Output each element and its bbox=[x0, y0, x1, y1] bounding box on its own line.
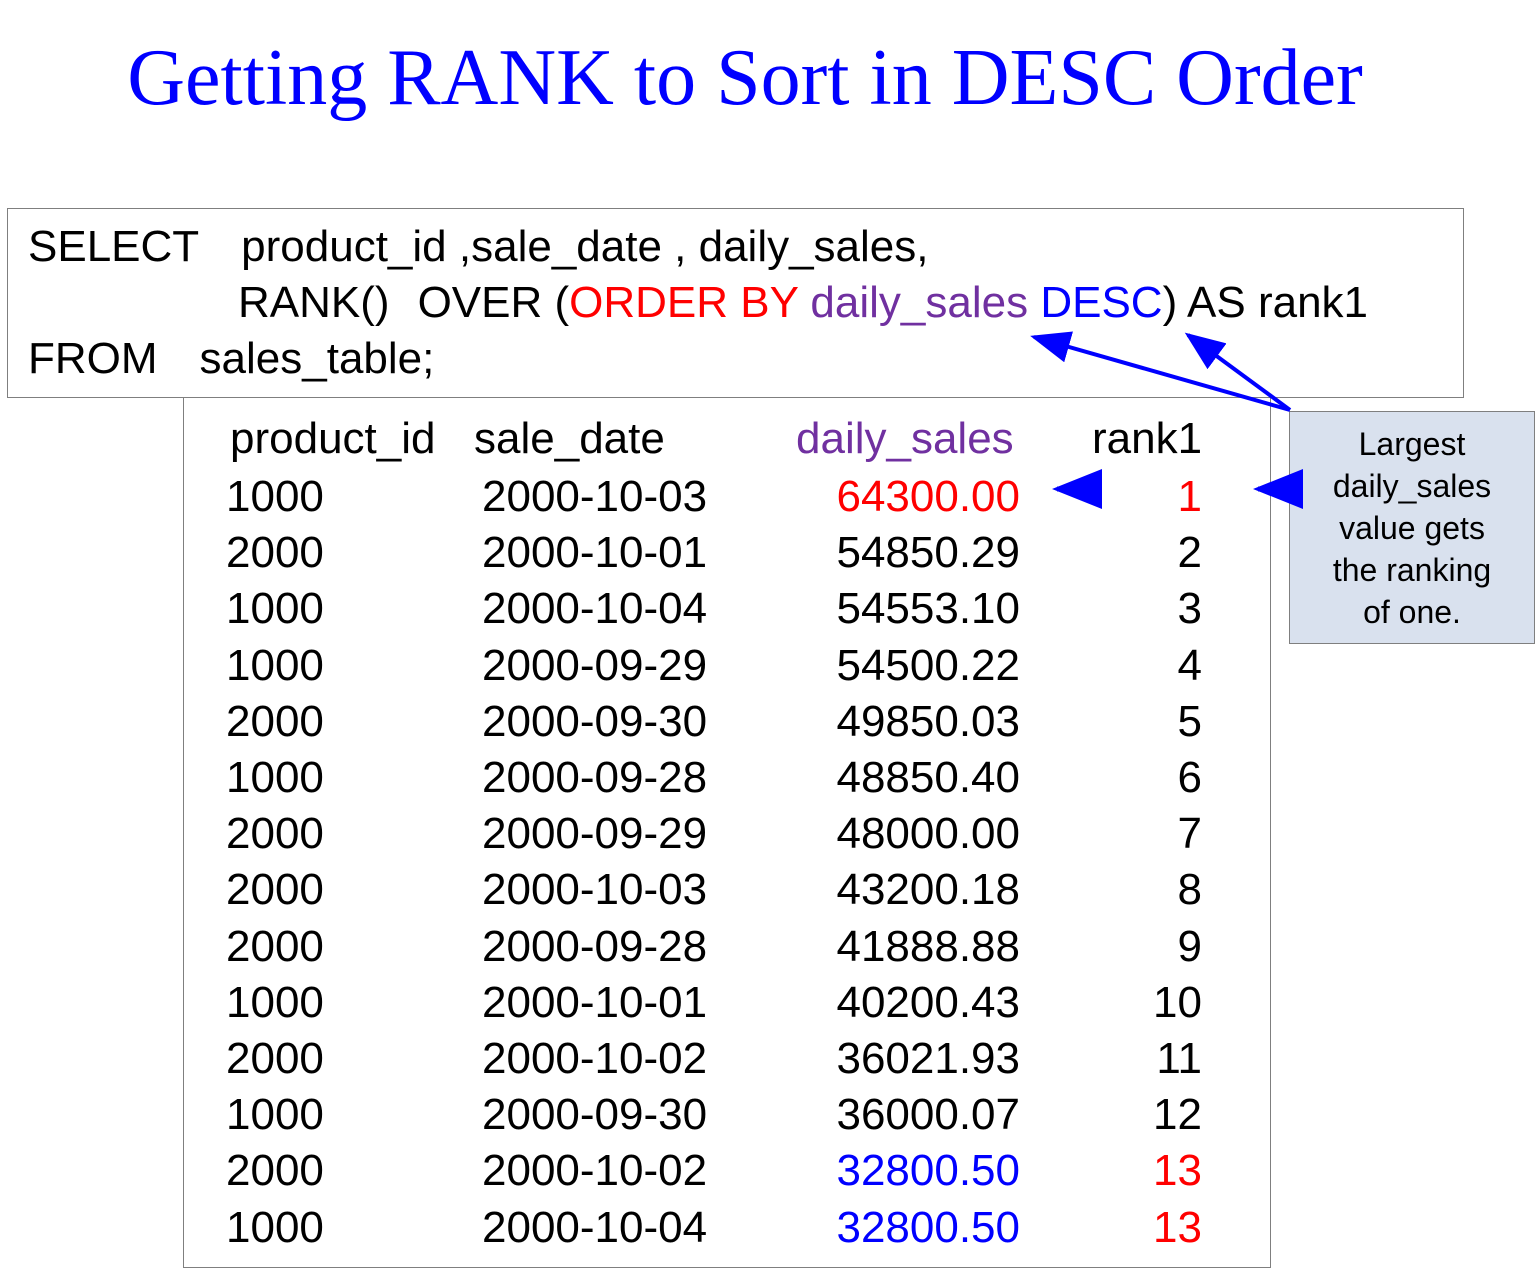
table-row: 2000 2000-10-03 43200.18 8 bbox=[0, 862, 1536, 918]
cell-sale-date: 2000-10-02 bbox=[482, 1146, 708, 1196]
cell-rank1: 1 bbox=[1177, 472, 1202, 521]
cell-product-id: 2000 bbox=[226, 528, 324, 578]
cell-rank1: 7 bbox=[1177, 809, 1202, 859]
cell-sale-date: 2000-10-02 bbox=[482, 1034, 708, 1083]
cell-product-id: 1000 bbox=[226, 1202, 324, 1252]
callout-line: value gets bbox=[1339, 509, 1485, 546]
slide-title: Getting RANK to Sort in DESC Order bbox=[127, 34, 1363, 122]
cell-product-id: 1000 bbox=[226, 640, 324, 690]
cell-product-id: 2000 bbox=[226, 1034, 324, 1083]
header-sale-date: sale_date bbox=[474, 414, 665, 463]
cell-sale-date: 2000-09-28 bbox=[482, 753, 708, 802]
cell-rank1: 4 bbox=[1177, 640, 1202, 690]
sql-select-keyword: SELECT bbox=[28, 222, 200, 271]
callout-line: of one. bbox=[1363, 593, 1461, 630]
sql-line-from: FROM sales_table; bbox=[28, 333, 434, 385]
cell-sale-date: 2000-09-30 bbox=[482, 696, 708, 746]
cell-product-id: 1000 bbox=[226, 753, 324, 802]
table-row: 1000 2000-09-29 54500.22 4 bbox=[0, 638, 1536, 694]
cell-rank1: 9 bbox=[1177, 921, 1202, 971]
cell-product-id: 2000 bbox=[226, 1146, 324, 1196]
cell-product-id: 2000 bbox=[226, 865, 324, 915]
header-rank1: rank1 bbox=[1092, 414, 1203, 463]
sql-line-rank: RANK() OVER (ORDER BY daily_sales DESC) A… bbox=[238, 277, 1368, 329]
table-row: 2000 2000-09-30 49850.03 5 bbox=[0, 694, 1536, 750]
cell-sale-date: 2000-09-29 bbox=[482, 640, 708, 690]
cell-sale-date: 2000-10-04 bbox=[482, 1202, 708, 1252]
sql-order-column: daily_sales bbox=[810, 278, 1029, 327]
callout-line: Largest bbox=[1358, 425, 1466, 462]
cell-sale-date: 2000-10-04 bbox=[482, 584, 708, 634]
cell-rank1: 6 bbox=[1177, 753, 1202, 802]
sql-from-keyword: FROM bbox=[28, 334, 158, 383]
cell-daily-sales: 49850.03 bbox=[836, 696, 1020, 746]
cell-daily-sales: 36000.07 bbox=[836, 1090, 1020, 1140]
cell-sale-date: 2000-10-03 bbox=[482, 472, 708, 521]
table-row: 1000 2000-09-28 48850.40 6 bbox=[0, 750, 1536, 806]
table-row: 2000 2000-10-01 54850.29 2 bbox=[0, 525, 1536, 581]
cell-sale-date: 2000-10-01 bbox=[482, 528, 708, 578]
sql-order-by-keyword: ORDER BY bbox=[569, 278, 799, 327]
cell-daily-sales: 48850.40 bbox=[836, 753, 1020, 802]
cell-rank1: 5 bbox=[1177, 696, 1202, 746]
cell-daily-sales: 32800.50 bbox=[836, 1202, 1020, 1252]
sql-rank-function: RANK() bbox=[238, 278, 390, 327]
cell-rank1: 11 bbox=[1156, 1034, 1202, 1083]
sql-alias: ) AS rank1 bbox=[1162, 278, 1369, 327]
cell-product-id: 2000 bbox=[226, 696, 324, 746]
cell-sale-date: 2000-10-03 bbox=[482, 865, 708, 915]
cell-sale-date: 2000-09-29 bbox=[482, 809, 708, 859]
sql-over-clause: OVER ( bbox=[417, 278, 570, 327]
table-row: 2000 2000-10-02 32800.50 13 bbox=[0, 1143, 1536, 1199]
arrow-icon bbox=[1030, 331, 1291, 412]
sql-line-select: SELECT product_id ,sale_date , daily_sale… bbox=[28, 221, 929, 273]
header-product-id: product_id bbox=[230, 414, 436, 463]
cell-rank1: 13 bbox=[1153, 1202, 1202, 1252]
cell-sale-date: 2000-10-01 bbox=[482, 977, 708, 1027]
table-row: 1000 2000-09-30 36000.07 12 bbox=[0, 1087, 1536, 1143]
cell-sale-date: 2000-09-30 bbox=[482, 1090, 708, 1140]
header-daily-sales: daily_sales bbox=[796, 414, 1014, 463]
callout-line: the ranking bbox=[1332, 551, 1492, 588]
cell-product-id: 1000 bbox=[226, 977, 324, 1027]
cell-daily-sales: 54500.22 bbox=[836, 640, 1020, 690]
cell-product-id: 1000 bbox=[226, 1090, 324, 1140]
cell-rank1: 3 bbox=[1177, 584, 1202, 634]
table-row: 1000 2000-10-01 40200.43 10 bbox=[0, 975, 1536, 1031]
table-row: 2000 2000-10-02 36021.93 11 bbox=[0, 1031, 1536, 1087]
cell-daily-sales: 43200.18 bbox=[836, 865, 1020, 915]
table-row: 1000 2000-10-04 32800.50 13 bbox=[0, 1200, 1536, 1256]
cell-rank1: 10 bbox=[1153, 977, 1202, 1027]
cell-product-id: 2000 bbox=[226, 809, 324, 859]
sql-select-columns: product_id ,sale_date , daily_sales, bbox=[241, 222, 929, 271]
cell-rank1: 13 bbox=[1153, 1146, 1202, 1196]
table-row: 1000 2000-10-04 54553.10 3 bbox=[0, 581, 1536, 637]
cell-product-id: 1000 bbox=[226, 472, 324, 521]
cell-daily-sales: 54850.29 bbox=[836, 528, 1020, 578]
cell-rank1: 2 bbox=[1177, 528, 1202, 578]
table-row: 1000 2000-10-03 64300.00 1 bbox=[0, 469, 1536, 525]
cell-product-id: 2000 bbox=[226, 921, 324, 971]
result-table-box bbox=[183, 398, 1271, 1268]
arrow-icon bbox=[1184, 332, 1292, 412]
cell-product-id: 1000 bbox=[226, 584, 324, 634]
sql-table-name: sales_table; bbox=[199, 334, 435, 383]
cell-rank1: 8 bbox=[1177, 865, 1202, 915]
sql-query-box: SELECT product_id ,sale_date , daily_sale… bbox=[7, 208, 1464, 398]
cell-daily-sales: 54553.10 bbox=[836, 584, 1020, 634]
sql-desc-keyword: DESC bbox=[1040, 278, 1163, 327]
cell-daily-sales: 64300.00 bbox=[836, 472, 1020, 521]
cell-daily-sales: 40200.43 bbox=[836, 977, 1020, 1027]
callout-line: daily_sales bbox=[1332, 467, 1492, 504]
table-row: 2000 2000-09-28 41888.88 9 bbox=[0, 919, 1536, 975]
callout-note: Largest daily_sales value gets the ranki… bbox=[1289, 411, 1535, 644]
cell-daily-sales: 32800.50 bbox=[836, 1146, 1020, 1196]
cell-daily-sales: 36021.93 bbox=[836, 1034, 1020, 1083]
cell-daily-sales: 48000.00 bbox=[836, 809, 1020, 859]
cell-daily-sales: 41888.88 bbox=[836, 921, 1020, 971]
cell-rank1: 12 bbox=[1153, 1090, 1202, 1140]
table-row: 2000 2000-09-29 48000.00 7 bbox=[0, 806, 1536, 862]
cell-sale-date: 2000-09-28 bbox=[482, 921, 708, 971]
